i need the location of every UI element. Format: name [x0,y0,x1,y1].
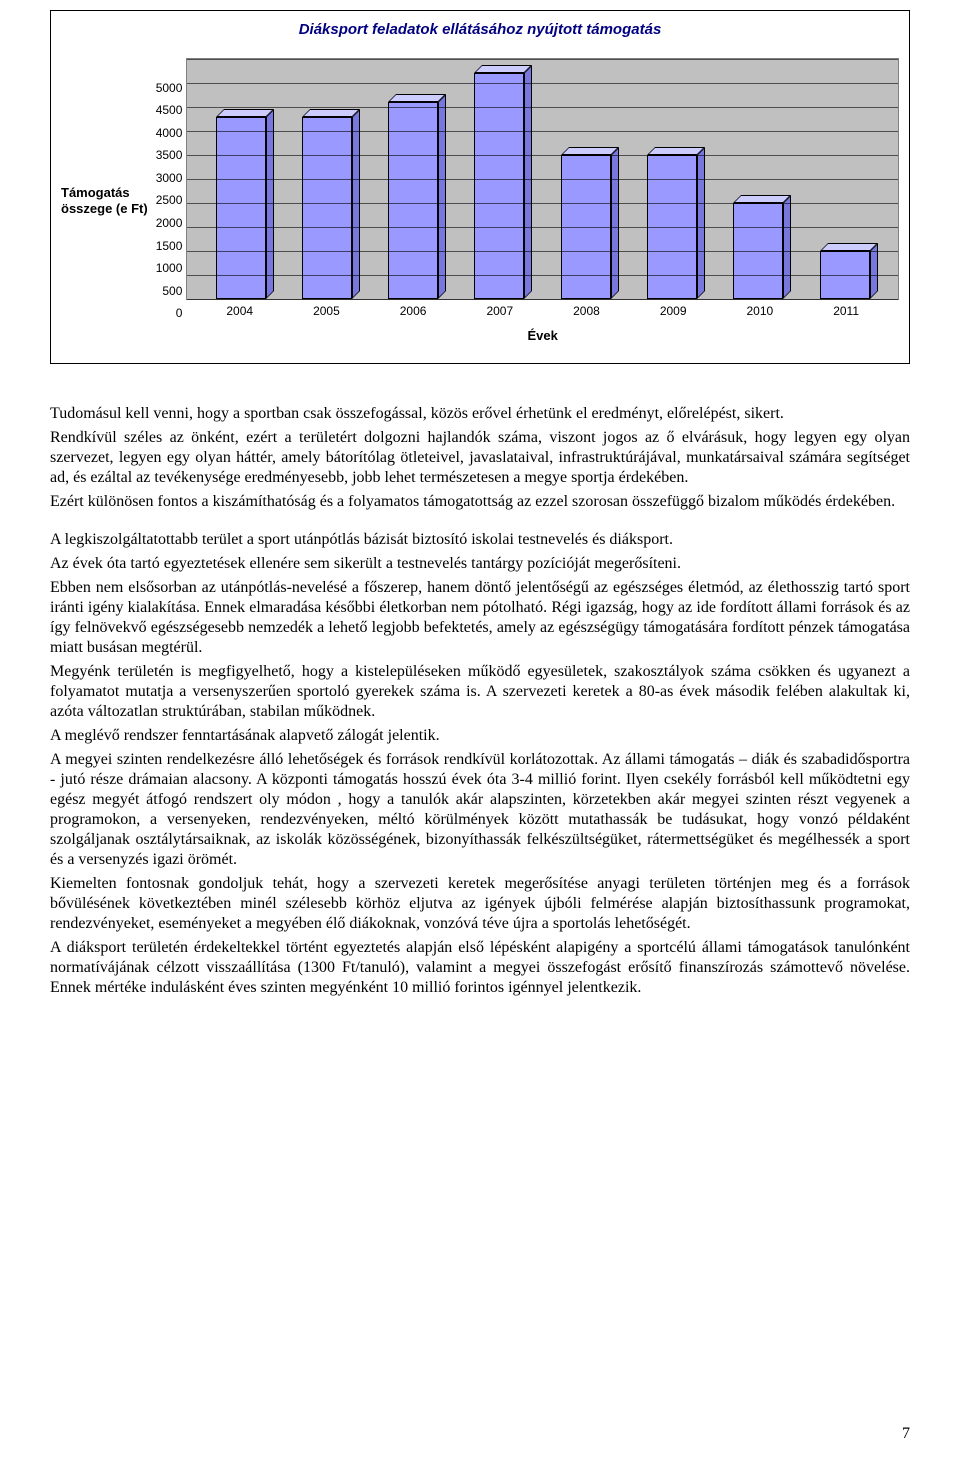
paragraph: A megyei szinten rendelkezésre álló lehe… [50,750,910,870]
body-text: Tudomásul kell venni, hogy a sportban cs… [50,404,910,998]
y-tick: 500 [162,284,182,298]
y-axis-ticks: 5000450040003500300025002000150010005000 [156,81,187,321]
y-tick: 2000 [156,216,183,230]
bar [302,117,352,299]
bar-top [216,109,274,117]
y-tick: 4500 [156,103,183,117]
y-tick: 3000 [156,171,183,185]
paragraph-block-2: A legkiszolgáltatottabb terület a sport … [50,530,910,998]
paragraph: A diáksport területén érdekeltekkel tört… [50,938,910,998]
x-tick: 2004 [226,304,253,318]
paragraph: Tudomásul kell venni, hogy a sportban cs… [50,404,910,424]
x-tick: 2011 [833,304,859,318]
gridline [187,155,898,156]
gridline [187,59,898,60]
x-axis-label: Évek [186,328,899,343]
x-tick: 2009 [660,304,687,318]
bar-top [561,147,619,155]
gridline [187,107,898,108]
x-tick: 2005 [313,304,340,318]
gridline [187,179,898,180]
gridline [187,227,898,228]
bar-front [302,117,352,299]
y-tick: 1000 [156,261,183,275]
gridline [187,251,898,252]
bar-top [820,243,878,251]
bar [216,117,266,299]
gridline [187,83,898,84]
bar-side [697,147,705,299]
y-tick: 3500 [156,148,183,162]
x-tick: 2008 [573,304,600,318]
chart-body: Támogatás összege (e Ft) 500045004000350… [61,58,899,343]
bar-top [302,109,360,117]
y-tick: 0 [176,306,183,320]
chart-container: Diáksport feladatok ellátásához nyújtott… [50,10,910,364]
paragraph: Megyénk területén is megfigyelhető, hogy… [50,662,910,722]
bar-side [611,147,619,299]
paragraph: A legkiszolgáltatottabb terület a sport … [50,530,910,550]
paragraph: Ebben nem elsősorban az utánpótlás-nevel… [50,578,910,658]
x-tick: 2010 [747,304,774,318]
x-tick: 2006 [400,304,427,318]
bar-side [783,195,791,299]
gridline [187,203,898,204]
paragraph: Az évek óta tartó egyeztetések ellenére … [50,554,910,574]
y-axis-label: Támogatás összege (e Ft) [61,185,156,216]
paragraph: A meglévő rendszer fenntartásának alapve… [50,726,910,746]
y-tick: 2500 [156,193,183,207]
ylabel-line1: Támogatás [61,185,148,201]
page-number: 7 [902,1425,910,1443]
y-tick: 4000 [156,126,183,140]
plot-area [186,58,899,300]
gridline [187,299,898,300]
ylabel-line2: összege (e Ft) [61,201,148,217]
x-axis-ticks: 2004 2005 2006 2007 2008 2009 2010 2011 [186,300,899,318]
chart-title: Diáksport feladatok ellátásához nyújtott… [61,21,899,38]
gridline [187,275,898,276]
bar-side [524,65,532,299]
paragraph: Rendkívül széles az önként, ezért a terü… [50,428,910,488]
y-tick: 1500 [156,239,183,253]
x-tick: 2007 [486,304,513,318]
y-tick: 5000 [156,81,183,95]
gridline [187,131,898,132]
bar-front [216,117,266,299]
paragraph: Ezért különösen fontos a kiszámíthatóság… [50,492,910,512]
bar-side [438,94,446,299]
paragraph: Kiemelten fontosnak gondoljuk tehát, hog… [50,874,910,934]
paragraph-block-1: Tudomásul kell venni, hogy a sportban cs… [50,404,910,512]
plot-wrap: 2004 2005 2006 2007 2008 2009 2010 2011 Évek [186,58,899,343]
